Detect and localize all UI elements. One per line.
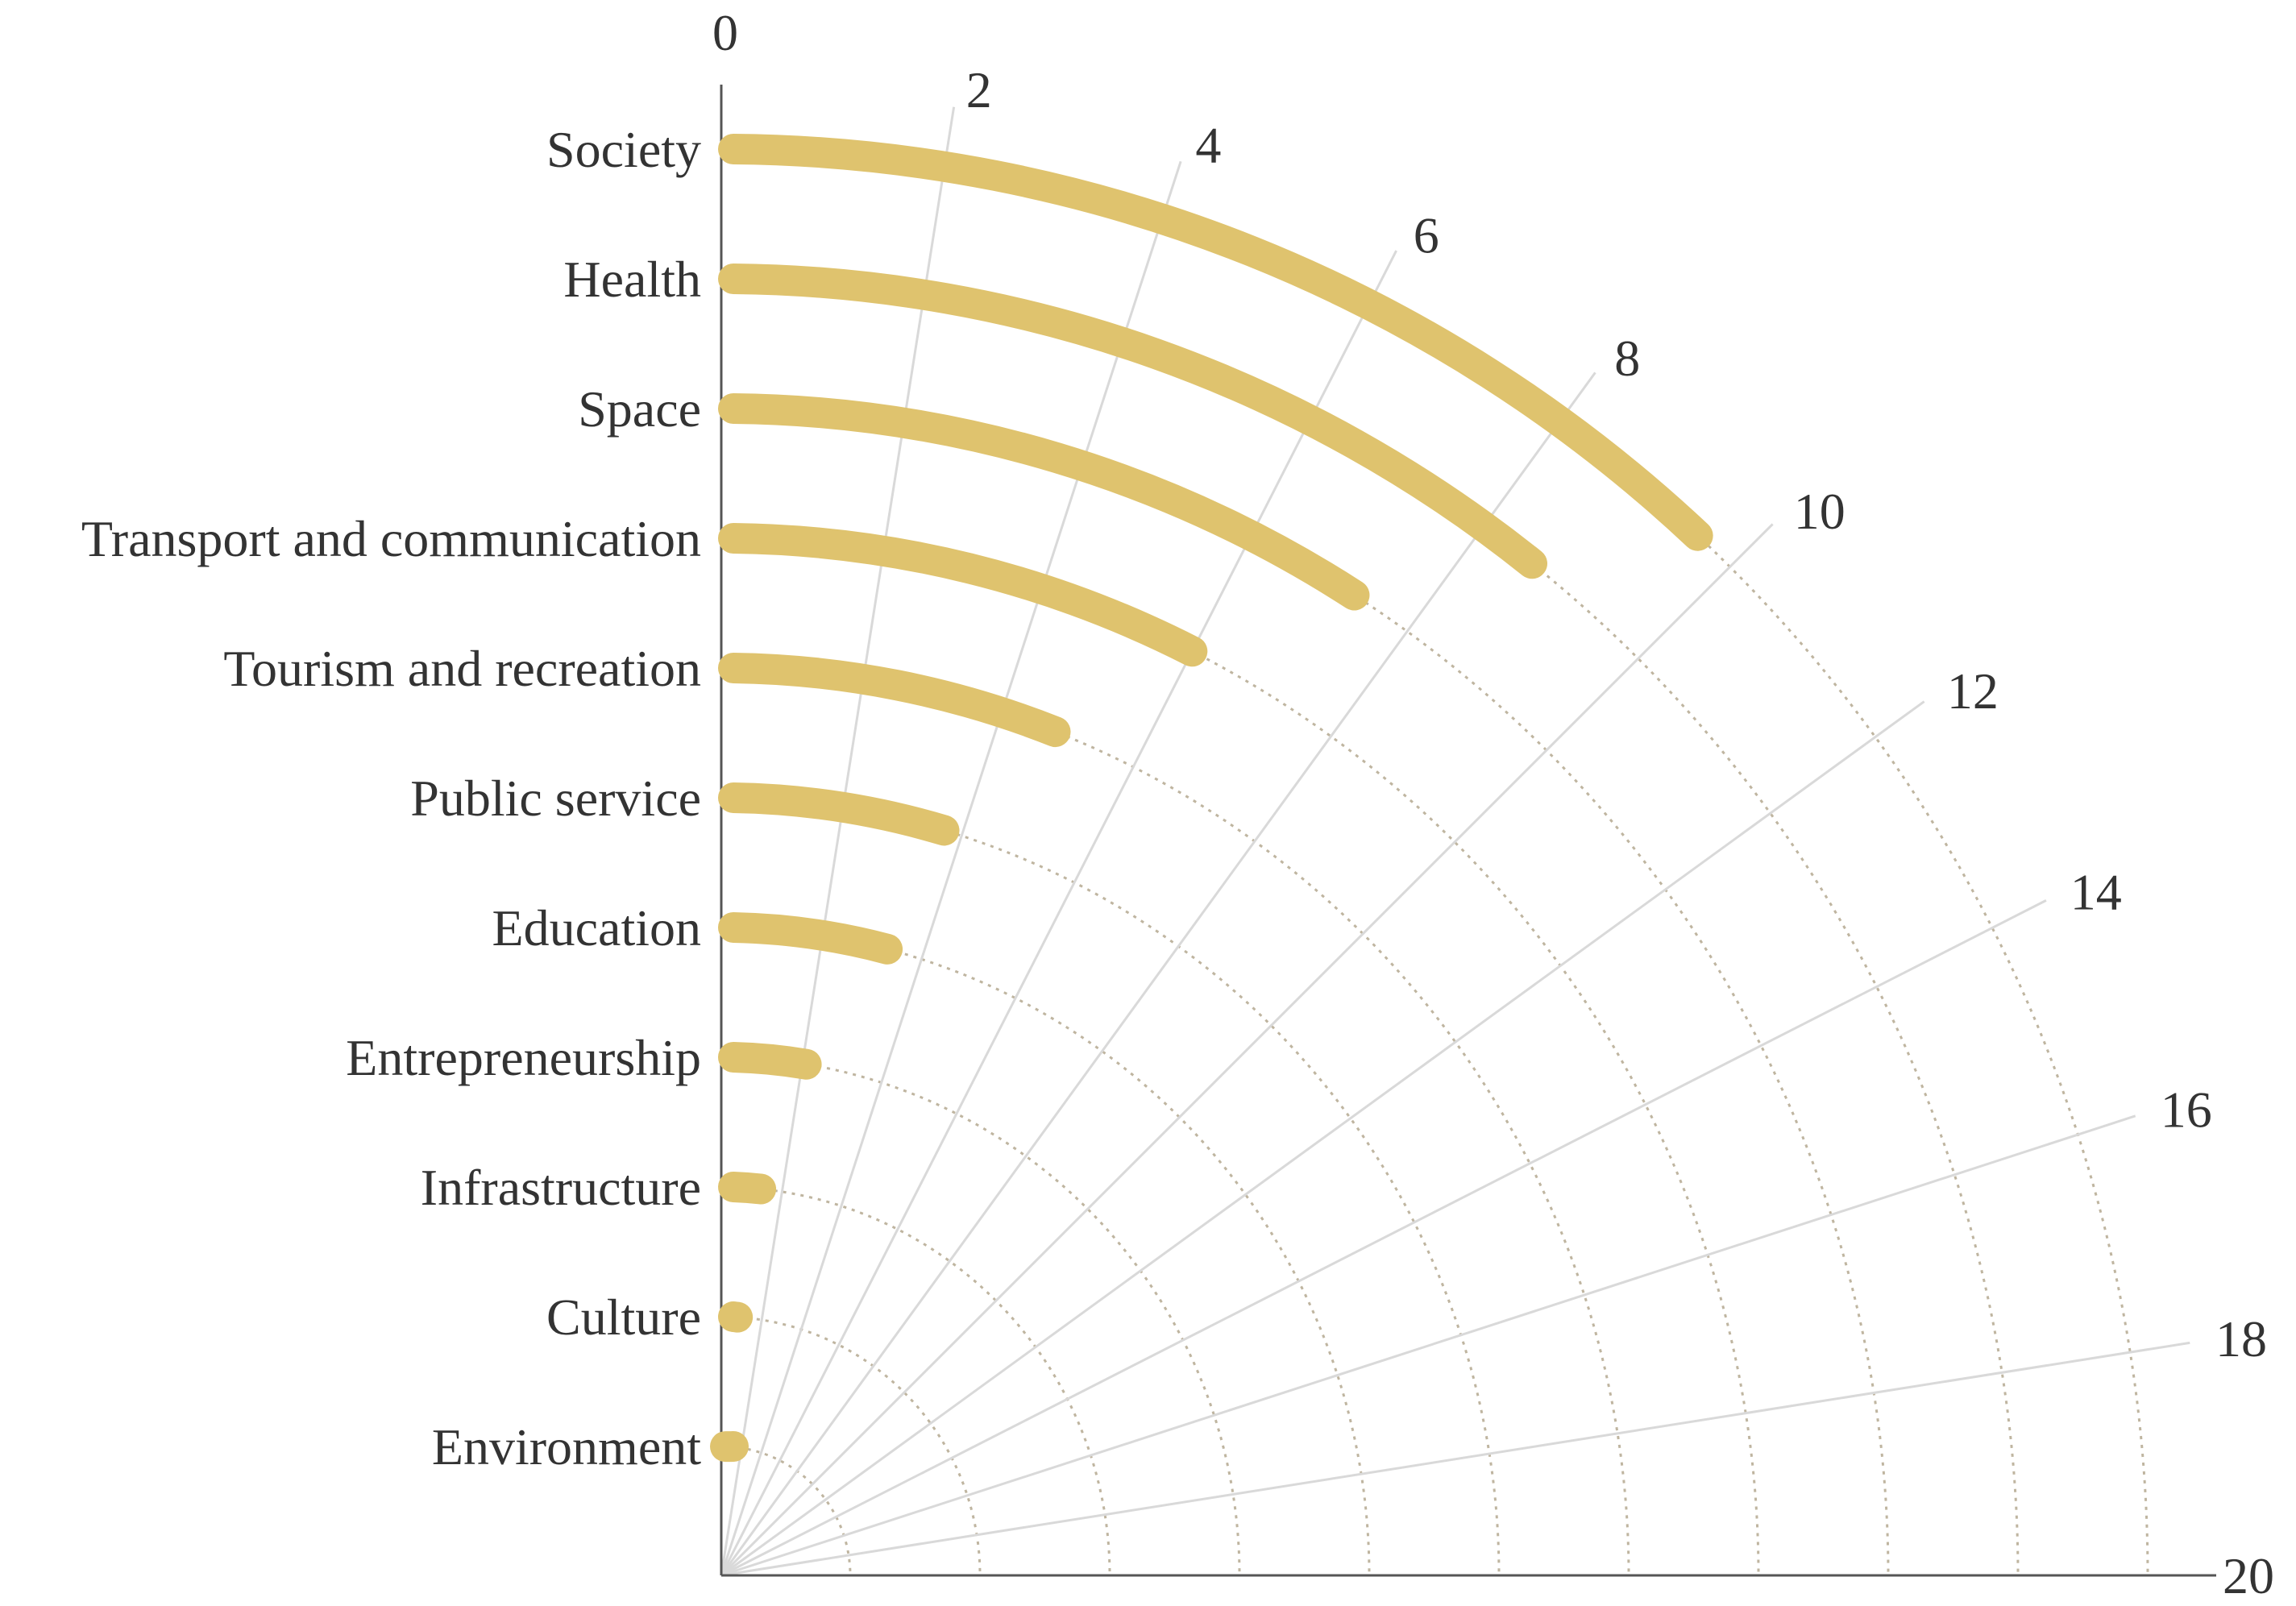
tick-label: 20 xyxy=(2223,1547,2274,1604)
bar-public-service xyxy=(718,782,960,846)
tick-label: 6 xyxy=(1414,206,1439,264)
data-bars xyxy=(710,134,1713,1463)
category-label: Environment xyxy=(432,1418,701,1475)
bar-infrastructure xyxy=(718,1172,777,1205)
bar-space xyxy=(718,393,1370,611)
tick-label: 16 xyxy=(2161,1081,2212,1139)
category-label: Entrepreneurship xyxy=(346,1029,701,1086)
grid-ring xyxy=(720,1445,852,1576)
tick-label: 2 xyxy=(966,61,992,118)
tick-label: 14 xyxy=(2070,863,2122,920)
category-labels: Society Health Space Transport and communic… xyxy=(81,121,701,1475)
tick-labels: 0 2 4 6 8 10 12 14 16 18 20 xyxy=(712,4,2274,1604)
grid-spokes xyxy=(720,106,2190,1577)
bar-entrepreneurship xyxy=(718,1042,822,1080)
grid-spoke xyxy=(720,1341,2190,1577)
category-label: Culture xyxy=(546,1289,701,1346)
grid-ring xyxy=(720,926,1371,1576)
grid-spoke xyxy=(720,899,2047,1577)
category-label: Space xyxy=(578,380,701,438)
grid-spoke xyxy=(720,160,1182,1576)
category-label: Health xyxy=(563,251,701,308)
bar-health xyxy=(718,264,1548,579)
bar-society xyxy=(718,134,1713,551)
grid-ring xyxy=(720,407,1890,1576)
category-label: Education xyxy=(492,899,701,957)
tick-label: 10 xyxy=(1794,483,1846,540)
grid-spoke xyxy=(720,106,956,1576)
tick-label: 0 xyxy=(712,4,738,61)
bar-tourism-and-recreation xyxy=(718,653,1071,748)
grid-spoke xyxy=(720,371,1596,1576)
grid-ring xyxy=(720,1315,982,1576)
tick-label: 18 xyxy=(2215,1310,2267,1367)
category-label: Tourism and recreation xyxy=(223,640,701,697)
axes xyxy=(720,85,2216,1577)
category-label: Transport and communication xyxy=(81,510,701,567)
tick-label: 8 xyxy=(1614,330,1640,387)
grid-ring xyxy=(720,1056,1241,1576)
grid-spoke xyxy=(720,1114,2136,1577)
category-label: Society xyxy=(546,121,701,178)
tick-label: 12 xyxy=(1947,662,1999,720)
grid-spoke xyxy=(720,700,1925,1577)
grid-spoke xyxy=(720,250,1397,1576)
bar-transport-and-communication xyxy=(718,523,1208,667)
category-label: Public service xyxy=(410,770,701,827)
bar-culture xyxy=(718,1301,754,1333)
bar-education xyxy=(718,912,903,965)
grid-spoke xyxy=(720,523,1774,1577)
tick-label: 4 xyxy=(1195,116,1221,173)
category-label: Infrastructure xyxy=(421,1159,701,1216)
